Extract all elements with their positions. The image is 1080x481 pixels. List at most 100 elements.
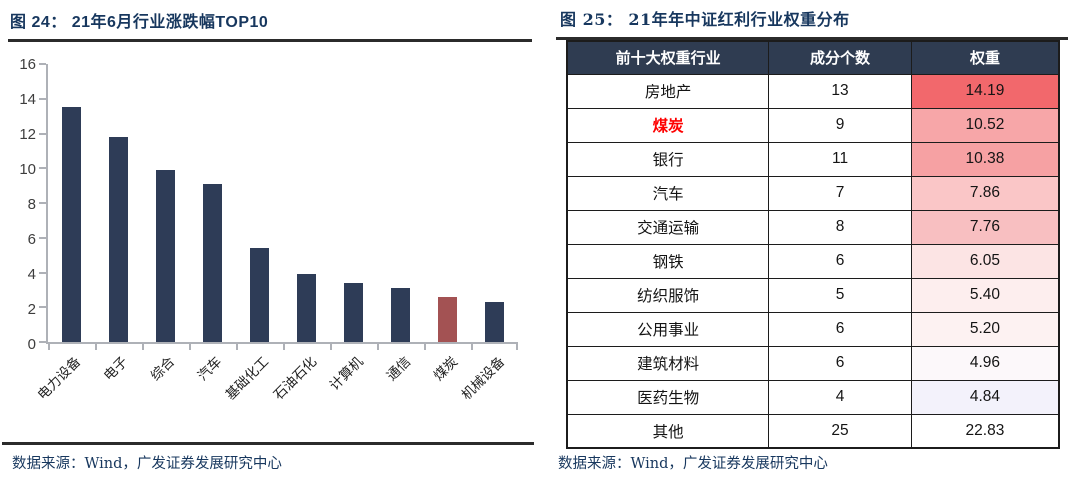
weight-cell: 10.52 [910,107,1060,143]
table-row-银行: 银行 11 10.38 [566,141,1060,177]
bar-机械设备 [485,302,504,342]
bar-chart: 0 2 4 6 8 10 12 14 16 电力设备 电子 综合 汽车 基础化工 石油石化 计算机 通信 煤炭机… [8,57,532,440]
x-axis-tick [471,344,473,350]
count-cell: 13 [768,73,912,109]
industry-cell: 汽车 [566,175,770,211]
y-axis-label-4: 4 [27,266,36,283]
count-cell: 4 [768,379,912,415]
header-industry: 前十大权重行业 [566,40,770,75]
y-axis-label-0: 0 [27,336,36,353]
weight-cell: 5.20 [910,311,1060,347]
count-cell: 7 [768,175,912,211]
count-cell: 6 [768,311,912,347]
y-axis-tick [39,132,46,135]
industry-cell: 其他 [566,413,770,449]
x-axis-label-电子: 电子 [100,353,131,384]
weight-cell: 14.19 [910,73,1060,109]
x-axis-tick [236,344,238,350]
table-row-房地产: 房地产 13 14.19 [566,73,1060,109]
x-axis-label-计算机: 计算机 [327,353,367,394]
table-row-建筑材料: 建筑材料 6 4.96 [566,345,1060,381]
plot-area [39,63,518,350]
bar-slot-5 [236,64,283,342]
industry-cell: 建筑材料 [566,345,770,381]
y-axis-tick [39,306,46,309]
x-axis-tick [142,344,144,350]
bar-石油石化 [297,274,316,342]
x-axis-label-电力设备: 电力设备 [34,353,84,403]
x-axis-label-汽车: 汽车 [194,353,225,384]
x-axis-tick [330,344,332,350]
bar-slot-7 [330,64,377,342]
x-axis-tick [377,344,379,350]
y-axis-label-10: 10 [19,161,36,178]
count-cell: 25 [768,413,912,449]
weight-cell: 7.76 [910,209,1060,245]
y-axis-tick [39,236,46,239]
figure25-source: 数据来源：Wind，广发证券发展研究中心 [558,456,828,472]
figure24-source: 数据来源：Wind，广发证券发展研究中心 [12,456,282,472]
count-cell: 6 [768,243,912,279]
bar-slot-4 [189,64,236,342]
weight-cell: 4.96 [910,345,1060,381]
bar-煤炭 [438,296,457,342]
y-axis-tick [39,63,46,65]
bar-slot-3 [142,64,189,342]
x-axis-tick [516,344,518,350]
x-axis-label-通信: 通信 [383,353,414,384]
industry-cell: 钢铁 [566,243,770,279]
table-row-公用事业: 公用事业 6 5.20 [566,311,1060,347]
y-axis-tick [39,202,46,204]
table-row-钢铁: 钢铁 6 6.05 [566,243,1060,279]
y-axis-tick [39,271,46,274]
x-axis-tick [48,344,50,350]
industry-weight-table: 前十大权重行业 成分个数 权重 房地产 13 14.19 煤炭 9 10.52 银行 11 10… [566,40,1060,449]
bar-slot-2 [95,64,142,342]
figure24-title: 图 24： 21年6月行业涨跌幅TOP10 [8,6,532,42]
count-cell: 6 [768,345,912,381]
weight-cell: 4.84 [910,379,1060,415]
weight-cell: 6.05 [910,243,1060,279]
x-axis-label-煤炭: 煤炭 [430,353,461,384]
bar-slot-6 [283,64,330,342]
count-cell: 9 [768,107,912,143]
x-axis-label-综合: 综合 [147,353,178,384]
table-row-其他: 其他 25 22.83 [566,413,1060,449]
x-axis-tick [189,344,191,350]
y-axis-label-6: 6 [27,231,36,248]
x-axis-tick [283,344,285,350]
y-axis-tick [39,97,46,100]
weight-cell: 7.86 [910,175,1060,211]
x-axis-label-机械设备: 机械设备 [459,353,508,403]
x-axis-label-基础化工: 基础化工 [223,353,272,403]
industry-cell: 房地产 [566,73,770,109]
bar-slot-9 [424,64,471,342]
table-row-煤炭: 煤炭 9 10.52 [566,107,1060,143]
bar-slot-10 [471,64,518,342]
bar-slot-8 [377,64,424,342]
y-axis-tick [39,341,46,343]
industry-cell: 煤炭 [566,107,770,143]
header-weight: 权重 [910,40,1060,75]
y-axis-tick [39,167,46,170]
table-row-交通运输: 交通运输 8 7.76 [566,209,1060,245]
industry-cell: 纺织服饰 [566,277,770,313]
figure24-panel: 图 24： 21年6月行业涨跌幅TOP10 0 2 4 6 8 10 12 14 16 电力设备… [2,6,534,472]
y-axis-label-8: 8 [27,196,36,213]
table-row-医药生物: 医药生物 4 4.84 [566,379,1060,415]
y-axis-label-14: 14 [19,91,36,108]
count-cell: 8 [768,209,912,245]
industry-cell: 医药生物 [566,379,770,415]
bar-通信 [391,288,410,342]
y-axis: 0 2 4 6 8 10 12 14 16 [10,57,46,352]
x-axis-labels: 电力设备 电子 综合 汽车 基础化工 石油石化 计算机 通信 煤炭 机械设备 [34,344,518,440]
weight-cell: 5.40 [910,277,1060,313]
industry-cell: 公用事业 [566,311,770,347]
industry-cell: 银行 [566,141,770,177]
x-axis-label-石油石化: 石油石化 [270,353,320,403]
y-axis-label-2: 2 [27,301,36,318]
y-axis-label-12: 12 [19,126,36,143]
x-axis-tick [424,344,426,350]
table-row-纺织服饰: 纺织服饰 5 5.40 [566,277,1060,313]
table-header-row: 前十大权重行业 成分个数 权重 [566,40,1060,75]
